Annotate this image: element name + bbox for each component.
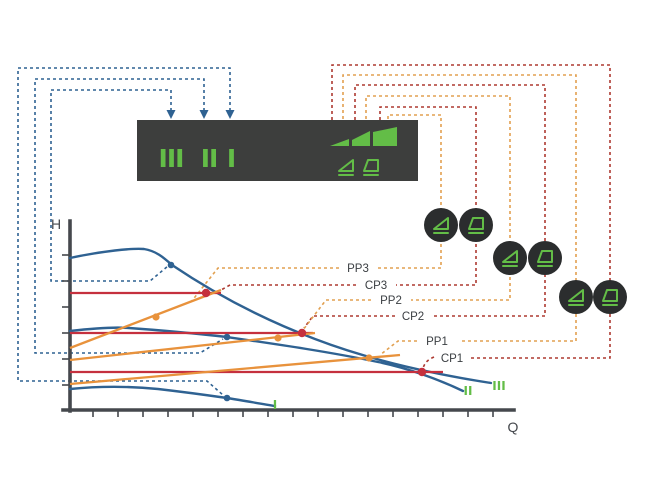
connector-cp1 — [331, 64, 611, 359]
leader-cp2 — [303, 315, 395, 329]
pump-display-panel: III II I — [137, 120, 418, 181]
leader-pp2 — [302, 299, 371, 331]
x-axis-label: Q — [508, 419, 519, 435]
pp-connectors — [190, 74, 577, 356]
duty-point-pp1 — [365, 354, 373, 362]
mode-badges — [424, 208, 627, 314]
speed-connectors — [17, 67, 235, 396]
leader-pp1 — [379, 340, 417, 356]
speed-step-3: III — [159, 144, 184, 173]
leader-pp3 — [190, 267, 339, 303]
connector-pp1 — [342, 74, 577, 342]
connector-speed-3 — [50, 89, 172, 282]
connector-speed-2 — [34, 78, 224, 354]
duty-point-cp3 — [201, 288, 211, 298]
badge-cp3 — [459, 208, 493, 242]
connector-cp3 — [379, 106, 477, 286]
duty-point-pp3 — [152, 313, 160, 321]
pressure-wedge-large-icon — [373, 127, 397, 146]
leader-cp1 — [422, 356, 435, 369]
arrow-down-icon — [199, 110, 209, 119]
duty-point-pp2 — [274, 334, 282, 342]
pp1-label: PP1 — [426, 336, 448, 348]
cp2-label: CP2 — [402, 311, 424, 323]
duty-point-cp2 — [297, 328, 307, 338]
speed-step-2: II — [201, 144, 218, 173]
pressure-wedge-medium-icon — [352, 131, 370, 146]
cp3-label: CP3 — [365, 280, 387, 292]
badge-pp2 — [493, 241, 527, 275]
pp3-label: PP3 — [347, 263, 369, 275]
x-axis-ticks — [92, 411, 494, 417]
speed-curve-3-label: III — [492, 379, 505, 393]
badge-cp1 — [593, 280, 627, 314]
badge-cp2 — [528, 241, 562, 275]
leader-cp3 — [220, 284, 356, 291]
arrow-down-icon — [225, 110, 235, 119]
duty-point-speed-3 — [167, 261, 175, 269]
pp3-curve — [69, 288, 222, 350]
connector-cp2 — [354, 84, 546, 317]
pressure-wedge-small-icon — [330, 139, 349, 146]
speed-curve-1 — [68, 385, 277, 408]
duty-point-speed-2 — [223, 333, 231, 341]
pump-curve-chart: H Q I II III PP3 CP3 PP2 CP2 PP1 CP1 — [51, 216, 519, 435]
duty-point-speed-1 — [223, 394, 231, 402]
pp1-curve — [69, 353, 401, 386]
speed-curve-3 — [68, 247, 493, 385]
y-axis-ticks — [62, 254, 70, 386]
badge-pp3 — [424, 208, 458, 242]
pp2-curve — [69, 331, 316, 362]
badge-pp1 — [559, 280, 593, 314]
duty-point-cp1 — [417, 367, 427, 377]
pp2-label: PP2 — [380, 295, 402, 307]
connector-pp2 — [365, 95, 511, 301]
speed-curve-2-label: II — [464, 384, 473, 398]
speed-step-1: I — [227, 144, 235, 173]
y-axis-label: H — [51, 216, 61, 232]
speed-curve-1-label: I — [273, 398, 277, 412]
cp1-label: CP1 — [441, 353, 463, 365]
arrow-down-icon — [166, 110, 176, 119]
